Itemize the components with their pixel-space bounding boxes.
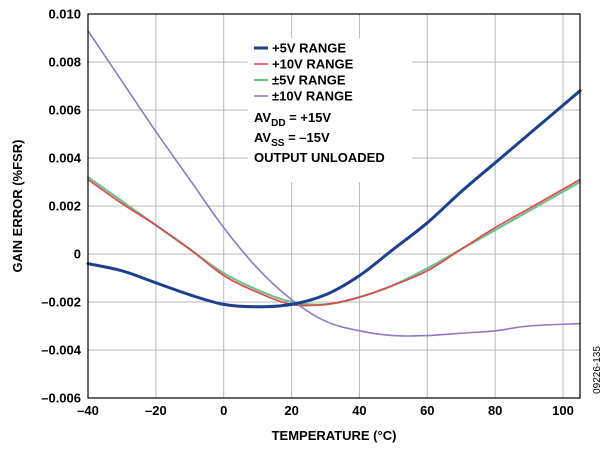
legend-label: ±10V RANGE [272, 89, 353, 104]
x-tick-labels: –40 –20 0 20 40 60 80 100 [77, 403, 574, 418]
x-tick-label: 80 [488, 403, 502, 418]
y-tick-label: 0.006 [48, 103, 81, 118]
series-line-3 [87, 30, 581, 337]
legend-label: +5V RANGE [272, 41, 346, 56]
series-line-0 [86, 89, 582, 309]
x-tick-label: 100 [552, 403, 574, 418]
y-tick-labels: –0.006 –0.004 –0.002 0 0.002 0.004 0.006 0.008 0… [41, 7, 82, 406]
figure-id: 09226-135 [592, 346, 603, 394]
y-tick-label: –0.004 [41, 343, 82, 358]
x-tick-label: 40 [352, 403, 366, 418]
y-tick-label: 0.010 [48, 7, 81, 22]
x-tick-label: 20 [284, 403, 298, 418]
y-axis-label: GAIN ERROR (%FSR) [10, 140, 25, 273]
annotation-text: AVSS = –15V [254, 130, 330, 149]
legend: +5V RANGE+10V RANGE±5V RANGE±10V RANGE AV… [248, 38, 412, 182]
x-tick-label: 0 [220, 403, 227, 418]
y-tick-label: –0.006 [41, 391, 81, 406]
y-tick-label: 0 [74, 247, 81, 262]
annotation-text: OUTPUT UNLOADED [254, 150, 385, 165]
x-tick-label: –20 [145, 403, 167, 418]
plot-frame [87, 13, 581, 399]
series-line-1 [87, 178, 581, 307]
series-lines [86, 30, 582, 337]
annotation-text: AVDD = +15V [254, 110, 331, 129]
legend-label: +10V RANGE [272, 57, 354, 72]
y-tick-label: 0.008 [48, 55, 81, 70]
y-tick-label: 0.002 [48, 199, 81, 214]
x-tick-label: –40 [77, 403, 99, 418]
y-tick-label: 0.004 [48, 151, 81, 166]
legend-label: ±5V RANGE [272, 73, 346, 88]
legend-box [248, 38, 412, 182]
x-axis-label: TEMPERATURE (°C) [272, 428, 397, 443]
x-tick-label: 60 [420, 403, 434, 418]
y-tick-label: –0.002 [41, 295, 81, 310]
